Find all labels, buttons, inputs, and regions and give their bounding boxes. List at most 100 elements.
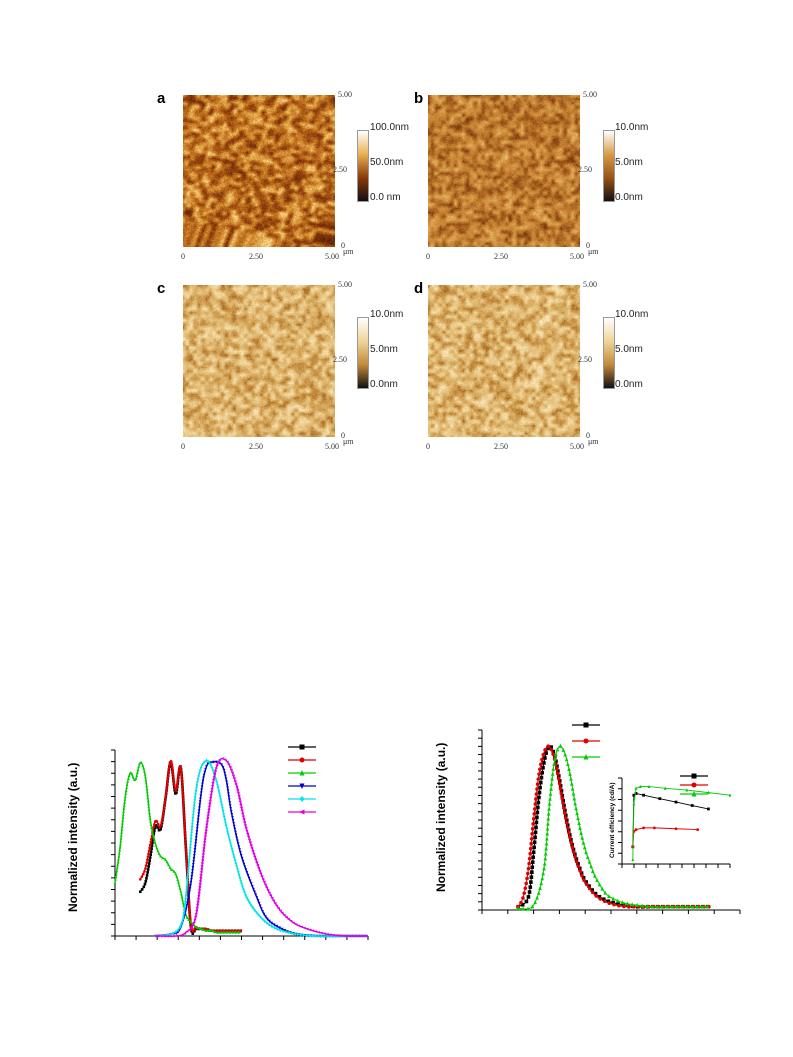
chart1-data-point xyxy=(143,882,147,886)
chart1-data-point xyxy=(308,928,312,932)
chart1-data-point xyxy=(152,834,155,838)
chart1-data-point xyxy=(194,836,198,840)
chart1-data-point xyxy=(214,766,218,770)
chart1-data-point xyxy=(176,777,180,781)
chart1-data-point xyxy=(148,846,151,850)
chart1-data-point xyxy=(200,788,203,792)
chart1-data-point xyxy=(140,760,143,765)
chart1-data-point xyxy=(151,831,155,835)
chart2-data-point xyxy=(552,761,556,766)
chart2-data-point xyxy=(574,859,579,864)
chart2-data-point xyxy=(553,756,557,761)
chart1-data-point xyxy=(138,762,141,766)
chart1-data-point xyxy=(175,783,179,787)
chart1-data-point xyxy=(170,763,174,766)
axis-unit: μm xyxy=(588,247,599,256)
chart1-data-point xyxy=(221,765,225,770)
chart1-data-point xyxy=(128,771,132,775)
chart1-data-point xyxy=(249,903,253,907)
chart1-data-point xyxy=(190,877,193,882)
chart2-data-point xyxy=(555,771,560,776)
chart1-data-point xyxy=(218,794,222,798)
chart1-data-point xyxy=(264,886,269,889)
chart1-data-point xyxy=(149,819,152,824)
chart2-data-point xyxy=(557,781,562,786)
chart2-data-point xyxy=(534,820,539,825)
chart1-data-point xyxy=(202,776,205,780)
chart2-data-point xyxy=(675,904,679,909)
chart1-data-point xyxy=(124,794,127,798)
chart2-data-point xyxy=(670,904,674,909)
chart2-data-point xyxy=(538,785,542,790)
chart1-data-point xyxy=(206,810,210,814)
chart1-data-point xyxy=(199,797,202,801)
chart1-data-point xyxy=(188,854,191,859)
chart2-data-point xyxy=(580,873,584,878)
chart1-data-point xyxy=(198,882,202,885)
chart2-data-point xyxy=(528,885,533,889)
chart2-data-point xyxy=(558,784,563,788)
chart1-data-point xyxy=(188,916,192,919)
scale-max-label: 10.0nm xyxy=(615,309,649,320)
chart1-data-point xyxy=(245,829,249,833)
chart1-data-point xyxy=(199,791,203,795)
chart1-data-point xyxy=(253,890,256,894)
chart1-data-point xyxy=(284,930,288,934)
chart1-data-point xyxy=(268,919,271,923)
chart1-data-point xyxy=(150,847,153,851)
inset-data-point xyxy=(642,826,645,830)
chart1-data-point xyxy=(119,836,123,840)
chart1-data-point xyxy=(244,868,248,872)
chart1-data-point xyxy=(214,776,218,781)
chart1-data-point xyxy=(230,846,234,851)
scale-max-label: 10.0nm xyxy=(370,309,404,320)
chart1-data-point xyxy=(184,896,188,901)
chart1-data-point xyxy=(229,807,233,811)
chart1-data-point xyxy=(188,886,192,890)
chart2-data-point xyxy=(521,906,525,911)
chart1-data-point xyxy=(197,809,201,813)
chart1-data-point xyxy=(140,875,144,879)
chart1-data-point xyxy=(119,842,122,846)
inset-legend-marker xyxy=(691,791,697,797)
chart1-data-point xyxy=(224,774,227,778)
chart1-data-point xyxy=(253,855,257,858)
chart2-data-point xyxy=(535,810,540,815)
chart2-data-point xyxy=(541,752,546,757)
chart2-data-point xyxy=(533,830,538,835)
chart1-data-point xyxy=(247,876,251,880)
chart2-data-point xyxy=(543,856,548,861)
chart1-data-point xyxy=(165,787,168,791)
chart2-data-point xyxy=(527,861,531,866)
chart1-data-point xyxy=(261,917,264,921)
inset-data-point xyxy=(634,792,638,795)
chart2-legend-marker xyxy=(583,722,589,728)
chart1-data-point xyxy=(266,888,270,892)
chart2-data-point xyxy=(555,764,559,768)
chart1-data-point xyxy=(184,838,187,841)
chart1-data-point xyxy=(286,917,291,921)
chart2-data-point xyxy=(551,752,555,757)
chart1-data-point xyxy=(147,849,151,853)
chart1-data-point xyxy=(231,774,235,777)
chart1-data-point xyxy=(302,926,306,930)
chart1-data-point xyxy=(268,923,271,927)
chart1-data-point xyxy=(150,834,154,838)
chart1-data-point xyxy=(216,760,220,764)
chart2-data-point xyxy=(607,901,612,906)
chart1-data-point xyxy=(222,811,225,816)
chart2-data-point xyxy=(587,886,592,891)
scale-min-label: 0.0 nm xyxy=(370,192,401,203)
chart1-data-point xyxy=(160,824,163,828)
scale-mid-label: 5.0nm xyxy=(615,157,643,168)
chart1-data-point xyxy=(181,784,184,787)
chart2-data-point xyxy=(650,904,654,909)
chart2-data-point xyxy=(578,869,582,873)
chart1-data-point xyxy=(332,934,335,938)
chart1-data-point xyxy=(323,934,326,938)
chart1-data-point xyxy=(174,789,178,792)
chart1-data-point xyxy=(193,929,196,933)
chart1-data-point xyxy=(246,898,250,902)
chart1-data-point xyxy=(180,775,184,778)
chart1-data-point xyxy=(193,915,197,918)
